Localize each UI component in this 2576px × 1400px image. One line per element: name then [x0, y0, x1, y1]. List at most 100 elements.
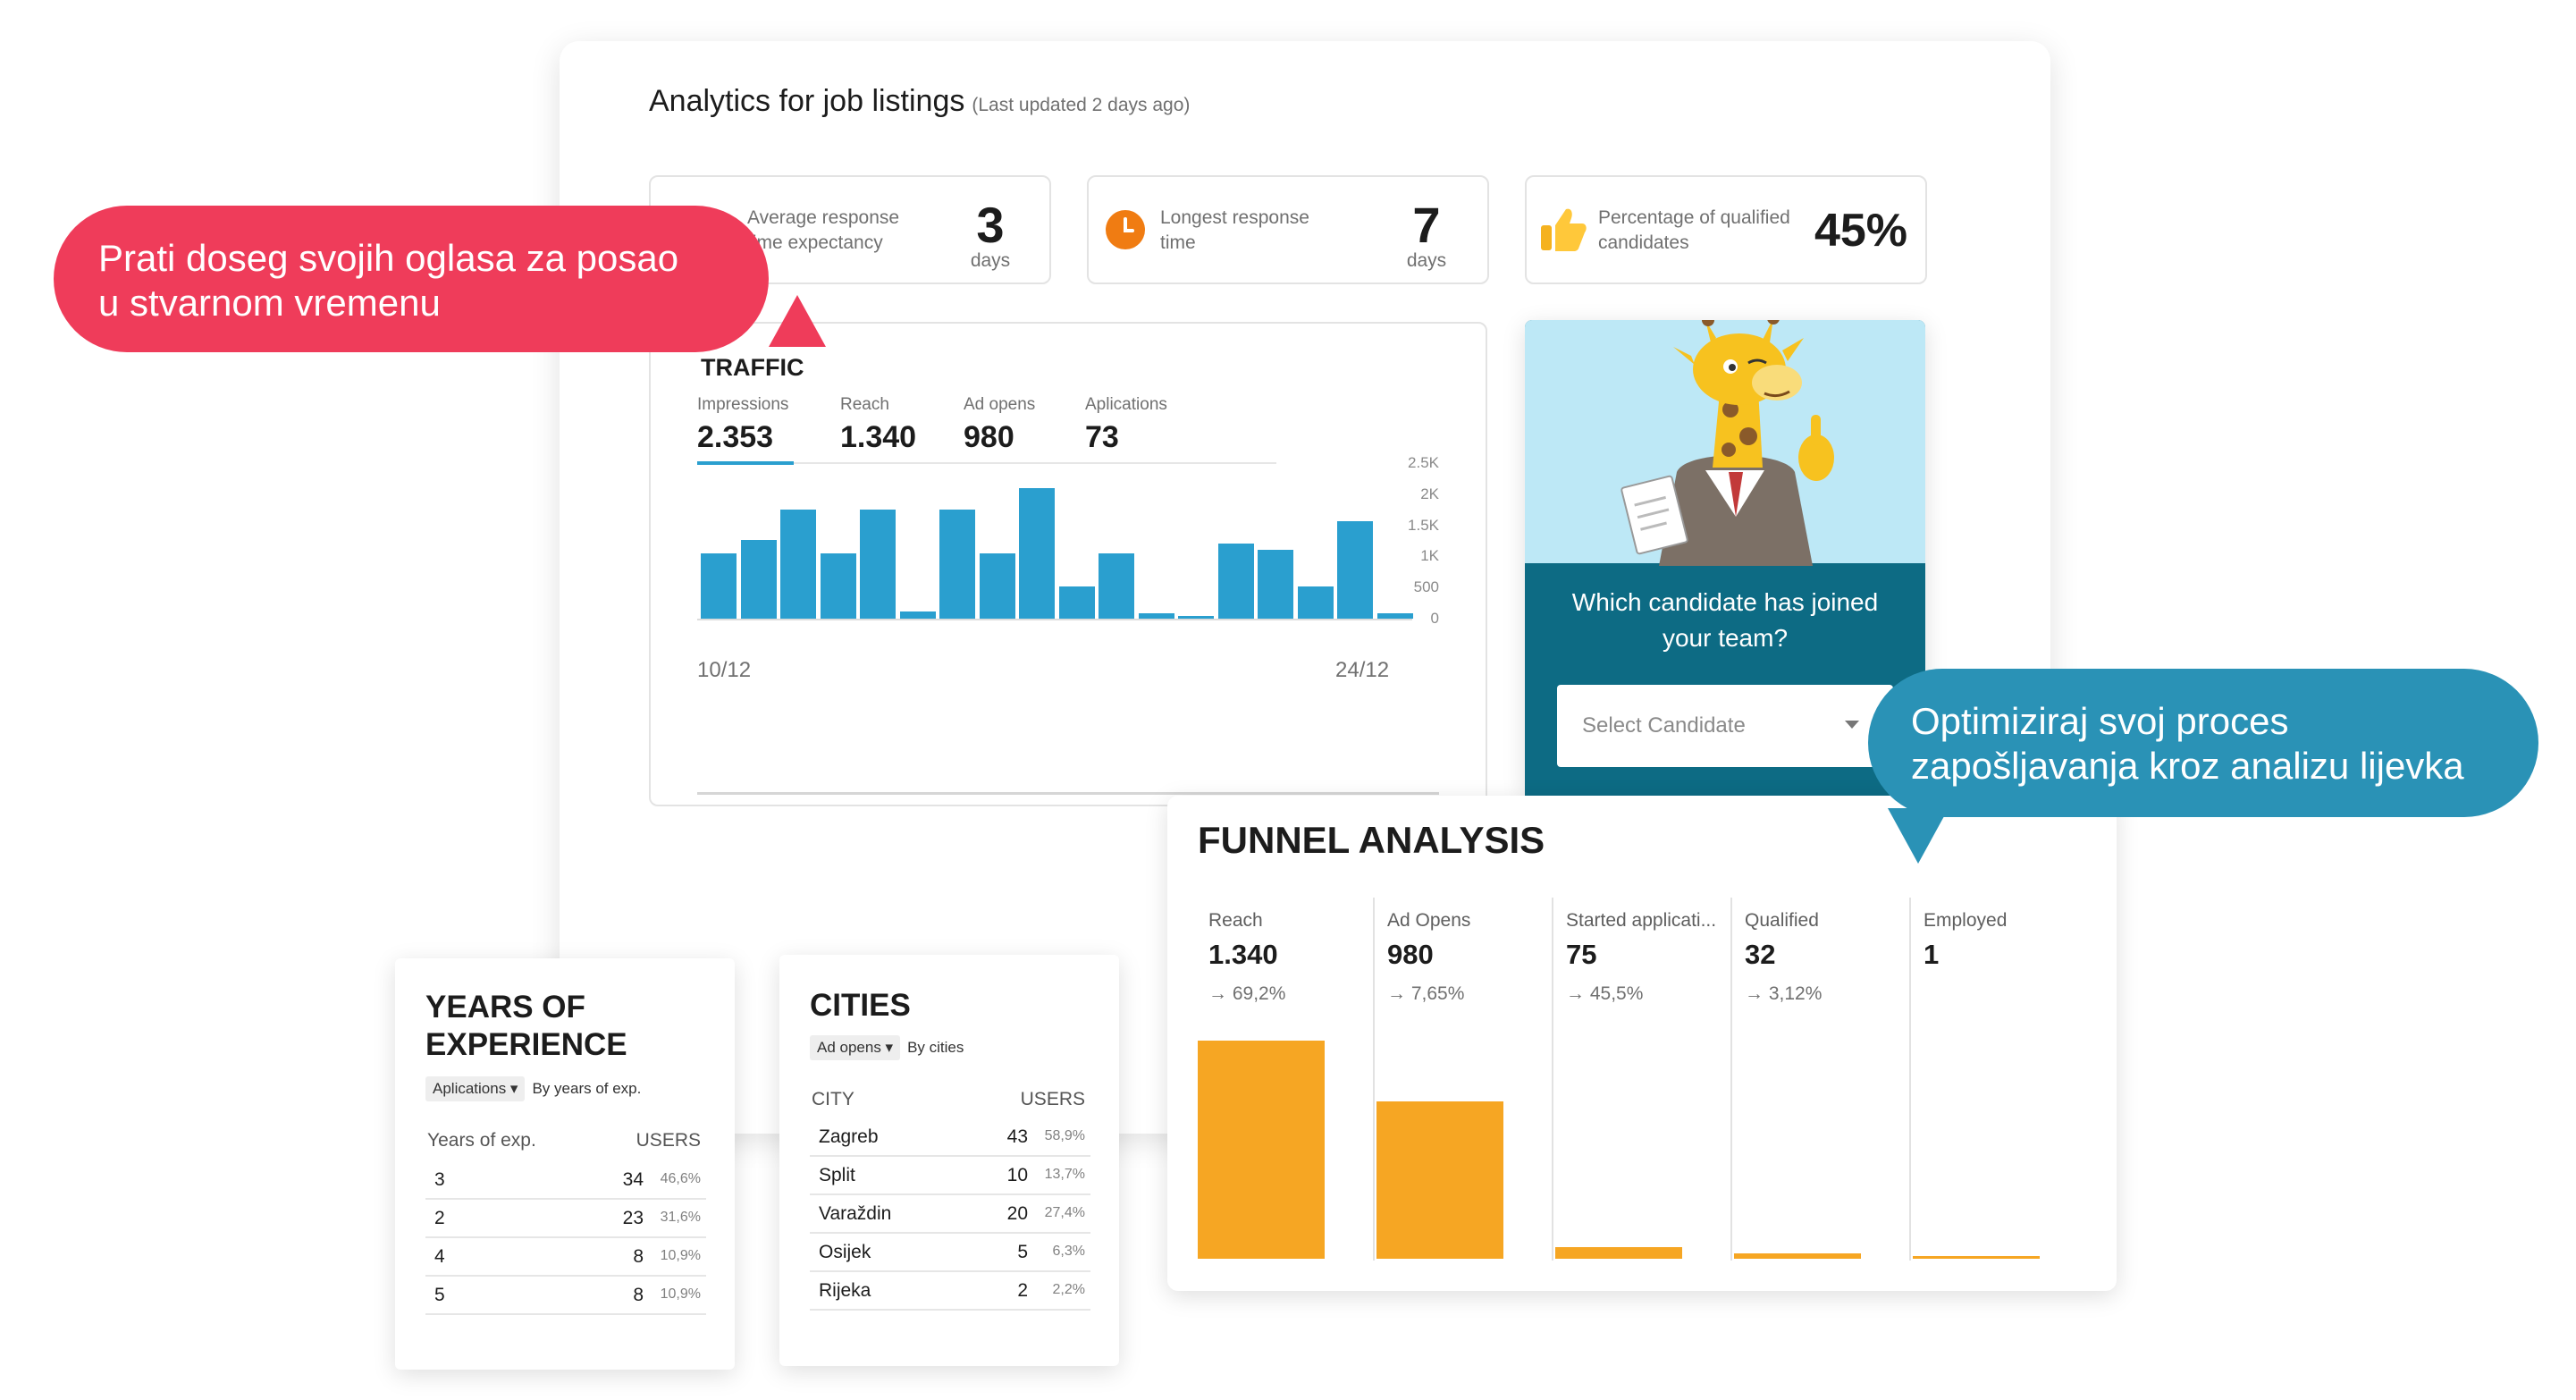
traffic-bar[interactable]: [860, 510, 896, 619]
row-key: 5: [434, 1285, 445, 1305]
row-percentage: 2,2%: [1052, 1282, 1085, 1297]
stat-value: 7: [1412, 197, 1441, 253]
y-tick-label: 2.5K: [1408, 454, 1439, 471]
funnel-conversion-rate: → 7,65%: [1387, 983, 1465, 1004]
traffic-bar[interactable]: [1337, 521, 1373, 619]
traffic-bar[interactable]: [1376, 612, 1413, 619]
traffic-bar[interactable]: [740, 540, 777, 619]
y-tick-label: 0: [1430, 610, 1439, 627]
funnel-step-value: 1: [1924, 939, 1940, 970]
funnel-conversion-rate: → 45,5%: [1566, 983, 1644, 1004]
row-users: 43: [1006, 1126, 1028, 1147]
table-row: Zagreb 43 58,9%: [810, 1119, 1090, 1157]
row-key: Rijeka: [819, 1280, 871, 1301]
traffic-bar[interactable]: [1019, 487, 1055, 619]
traffic-bar[interactable]: [1058, 586, 1095, 619]
row-users: 34: [622, 1169, 644, 1190]
y-tick-label: 1.5K: [1408, 516, 1439, 534]
promo-question: Which candidate has joined your team?: [1571, 588, 1879, 652]
page-title: Analytics for job listings (Last updated …: [649, 84, 1191, 118]
traffic-bar[interactable]: [701, 552, 737, 619]
funnel-bar: [1555, 1246, 1682, 1259]
table-header: CITY USERS: [812, 1089, 1085, 1109]
row-key: Split: [819, 1165, 855, 1185]
metric-impressions[interactable]: Impressions 2.353: [697, 395, 789, 454]
filter-dropdown[interactable]: Ad opens ▾: [810, 1035, 901, 1060]
filter-label: By years of exp.: [532, 1080, 642, 1097]
traffic-bar[interactable]: [899, 611, 936, 619]
clock-icon: [1105, 209, 1146, 250]
traffic-bar[interactable]: [1138, 612, 1174, 619]
promo-card: Which candidate has joined your team? Se…: [1525, 320, 1925, 796]
table-row: 2 23 31,6%: [425, 1201, 706, 1238]
metric-aplications[interactable]: Aplications 73: [1085, 395, 1167, 454]
select-candidate-dropdown[interactable]: Select Candidate: [1557, 685, 1893, 767]
panel-scrollbar[interactable]: [697, 792, 1439, 795]
filter-dropdown[interactable]: Aplications ▾: [425, 1076, 526, 1101]
traffic-bar[interactable]: [1258, 550, 1293, 619]
stat-card-qualified-percentage: Percentage of qualified candidates 45%: [1525, 175, 1927, 284]
callout-red: Prati doseg svojih oglasa za posao u stva…: [54, 206, 826, 352]
stat-unit: days: [1406, 250, 1447, 271]
row-key: 4: [434, 1246, 445, 1267]
traffic-panel: TRAFFIC Impressions 2.353 Reach 1.340 Ad o…: [649, 322, 1487, 806]
years-of-experience-panel: YEARS OF EXPERIENCE Aplications ▾ By years…: [395, 958, 735, 1370]
metric-reach[interactable]: Reach 1.340: [840, 395, 917, 454]
x-tick-label: 10/12: [697, 658, 752, 682]
table-row: 3 34 46,6%: [425, 1162, 706, 1200]
metric-ad-opens[interactable]: Ad opens 980: [964, 395, 1036, 454]
funnel-step-value: 980: [1387, 939, 1434, 970]
traffic-bar[interactable]: [1297, 586, 1334, 619]
funnel-step-label: Reach: [1208, 910, 1263, 931]
y-tick-label: 500: [1413, 578, 1439, 596]
chevron-down-icon: [1845, 721, 1859, 729]
funnel-bar: [1198, 1041, 1325, 1259]
stat-card-longest-response: Longest response time 7 days: [1087, 175, 1489, 284]
callout-pointer: [1888, 808, 1949, 864]
row-users: 2: [1017, 1280, 1028, 1301]
funnel-step-value: 1.340: [1208, 939, 1278, 970]
table-row: Rijeka 2 2,2%: [810, 1273, 1090, 1311]
row-percentage: 10,9%: [660, 1286, 701, 1302]
last-updated: (Last updated 2 days ago): [972, 95, 1191, 115]
row-percentage: 58,9%: [1044, 1128, 1085, 1143]
funnel-separator: [1552, 898, 1553, 1261]
row-users: 8: [633, 1246, 644, 1267]
row-users: 8: [633, 1285, 644, 1305]
traffic-bar[interactable]: [939, 510, 975, 619]
traffic-bar[interactable]: [1099, 552, 1134, 619]
funnel-separator: [1730, 898, 1732, 1261]
row-users: 10: [1006, 1165, 1028, 1185]
funnel-bar: [1734, 1252, 1861, 1259]
thumbs-up-icon: [1537, 206, 1589, 254]
row-percentage: 10,9%: [660, 1248, 701, 1263]
funnel-title: FUNNEL ANALYSIS: [1198, 819, 1545, 861]
active-metric-underline: [697, 461, 794, 465]
traffic-bar[interactable]: [820, 552, 856, 619]
row-key: Zagreb: [819, 1126, 879, 1147]
funnel-step-label: Employed: [1924, 910, 2008, 931]
traffic-bar[interactable]: [1178, 616, 1214, 619]
funnel-separator: [1909, 898, 1911, 1261]
table-row: Split 10 13,7%: [810, 1158, 1090, 1195]
funnel-bar: [1376, 1101, 1503, 1259]
stat-label: Longest response time: [1160, 207, 1309, 253]
traffic-bar[interactable]: [780, 510, 816, 619]
table-row: 5 8 10,9%: [425, 1278, 706, 1315]
row-users: 20: [1006, 1203, 1028, 1224]
funnel-bar: [1913, 1256, 2040, 1259]
row-users: 23: [622, 1208, 644, 1228]
funnel-conversion-rate: → 69,2%: [1208, 983, 1286, 1004]
table-row: Osijek 5 6,3%: [810, 1235, 1090, 1272]
metric-divider: [794, 462, 1276, 464]
table-row: 4 8 10,9%: [425, 1239, 706, 1277]
panel-title: YEARS OF EXPERIENCE: [425, 990, 627, 1062]
traffic-bar[interactable]: [979, 552, 1015, 619]
row-percentage: 27,4%: [1044, 1205, 1085, 1220]
row-key: 3: [434, 1169, 445, 1190]
giraffe-illustration: [1605, 320, 1865, 566]
funnel-conversion-rate: → 3,12%: [1745, 983, 1823, 1004]
row-key: 2: [434, 1208, 445, 1228]
traffic-bar[interactable]: [1217, 543, 1254, 619]
row-percentage: 46,6%: [660, 1171, 701, 1186]
